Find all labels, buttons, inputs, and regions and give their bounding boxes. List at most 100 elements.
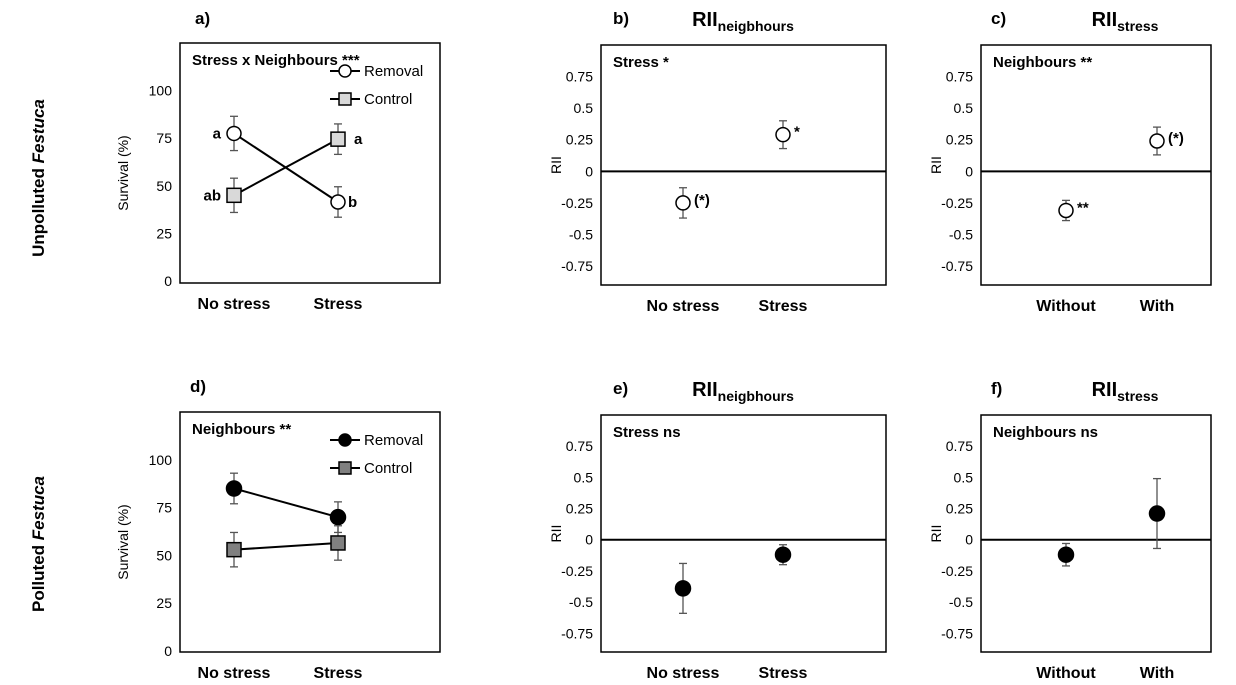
y-tick-label: 0 [585, 532, 593, 548]
legend-marker-square [338, 92, 352, 106]
data-point-circle [330, 194, 346, 210]
series-line [233, 138, 339, 197]
legend-label: Removal [364, 432, 423, 449]
point-label: (*) [1168, 130, 1184, 147]
point-label: a [354, 131, 363, 148]
panel-label: b) [613, 9, 629, 28]
legend-marker-square [338, 461, 352, 475]
y-tick-label: -0.5 [569, 226, 593, 242]
y-tick-label: 0.75 [946, 438, 973, 454]
y-tick-label: 0.5 [954, 100, 974, 116]
stat-annotation: Stress ns [613, 424, 681, 441]
y-axis-label: Survival (%) [115, 135, 131, 210]
panel-c: c) RIIstress-0.75-0.5-0.2500.250.50.75RII… [928, 9, 1212, 315]
panel-title: RIIneigbhours [692, 9, 794, 34]
panel-label: d) [190, 377, 206, 396]
y-tick-label: -0.75 [561, 258, 593, 274]
panel-label: f) [991, 379, 1002, 398]
data-point-circle [1057, 546, 1075, 563]
legend-label: Control [364, 91, 412, 108]
y-tick-label: 0.25 [946, 132, 973, 148]
stat-annotation: Stress * [613, 54, 669, 71]
data-point-circle [1058, 202, 1074, 219]
y-tick-label: 0 [965, 532, 973, 548]
y-tick-label: 0 [965, 163, 973, 179]
y-axis-label: RII [928, 156, 944, 174]
y-tick-label: 0.75 [566, 438, 593, 454]
y-axis-label: RII [548, 156, 564, 174]
y-axis-label: RII [548, 525, 564, 543]
x-tick-label: No stress [647, 298, 720, 315]
plot-frame [179, 42, 441, 284]
data-point-square [226, 187, 242, 204]
x-tick-label: Without [1036, 298, 1096, 315]
x-tick-label: Stress [314, 665, 363, 682]
panel-label: e) [613, 379, 628, 398]
point-label: ** [1077, 199, 1089, 216]
x-tick-label: Stress [759, 298, 808, 315]
y-tick-label: 25 [156, 595, 172, 611]
plot-frame [980, 44, 1212, 286]
data-point-square [330, 131, 346, 147]
panel-label: a) [195, 9, 210, 28]
data-point-circle [225, 480, 243, 497]
x-tick-label: Stress [314, 296, 363, 313]
panel-title-main: RII [692, 379, 718, 401]
row-label-unpolluted: Unpolluted Festuca [29, 99, 48, 257]
y-tick-label: 0.25 [566, 501, 593, 517]
stat-annotation: Neighbours ns [993, 424, 1098, 441]
x-tick-label: Stress [759, 665, 808, 682]
y-tick-label: 50 [156, 547, 172, 563]
x-tick-label: No stress [647, 665, 720, 682]
legend-label: Control [364, 460, 412, 477]
y-axis-label: RII [928, 525, 944, 543]
y-axis-label: Survival (%) [115, 504, 131, 579]
y-tick-label: -0.5 [569, 594, 593, 610]
y-tick-label: 0 [164, 273, 172, 289]
panel-title-sub: neigbhours [718, 18, 794, 34]
y-tick-label: -0.5 [949, 226, 973, 242]
y-tick-label: 100 [149, 452, 173, 468]
panel-title-main: RII [1092, 379, 1118, 401]
panel-f: f) RIIstress-0.75-0.5-0.2500.250.50.75RII… [928, 379, 1212, 682]
row-label-polluted-genus: Festuca [29, 476, 48, 540]
legend-label: Removal [364, 63, 423, 80]
data-point-circle [775, 126, 791, 143]
x-tick-label: With [1140, 298, 1175, 315]
panel-title: RIIstress [1092, 379, 1159, 404]
row-label-unpolluted-text: Unpolluted [29, 163, 48, 256]
row-label-polluted-text: Polluted [29, 540, 48, 612]
x-tick-label: With [1140, 665, 1175, 682]
row-label-unpolluted-genus: Festuca [29, 99, 48, 163]
plot-frame [600, 44, 887, 286]
y-tick-label: -0.25 [941, 563, 973, 579]
y-tick-label: -0.25 [561, 195, 593, 211]
point-label: a [213, 125, 222, 142]
y-tick-label: 0.75 [566, 69, 593, 85]
data-point-circle [1148, 505, 1166, 522]
panel-a: a) 0 25 50 75 100 Survival (%) No stress Stress S… [115, 9, 441, 313]
plot-frame [980, 414, 1212, 653]
y-tick-label: 75 [156, 500, 172, 516]
row-label-polluted: Polluted Festuca [29, 476, 48, 612]
data-point-circle [774, 546, 792, 563]
data-point-circle [675, 195, 691, 211]
y-tick-label: 75 [156, 130, 172, 146]
series-line [233, 541, 339, 551]
point-label: * [794, 124, 800, 141]
panel-title-sub: stress [1117, 388, 1158, 404]
panel-title-main: RII [1092, 9, 1118, 31]
data-point-circle [1149, 133, 1165, 149]
panel-title: RIIneigbhours [692, 379, 794, 404]
y-tick-label: 0.25 [566, 132, 593, 148]
y-tick-label: 100 [149, 83, 173, 99]
panel-title-main: RII [692, 9, 718, 31]
y-tick-label: -0.5 [949, 594, 973, 610]
x-tick-label: No stress [198, 296, 271, 313]
y-tick-label: 0 [585, 163, 593, 179]
point-label: b [348, 194, 357, 211]
y-tick-label: 0.5 [954, 469, 974, 485]
series-line [233, 487, 339, 519]
x-tick-label: No stress [198, 665, 271, 682]
